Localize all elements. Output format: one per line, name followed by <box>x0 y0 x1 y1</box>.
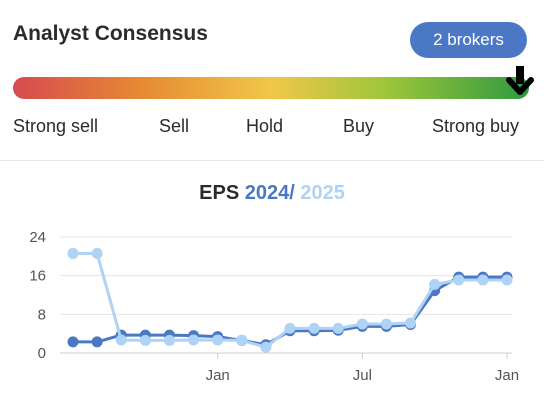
section-divider <box>0 160 544 161</box>
data-point-2025 <box>308 322 320 334</box>
y-tick-label: 8 <box>38 306 46 323</box>
scale-label-strong-sell: Strong sell <box>13 116 99 136</box>
data-point-2025 <box>332 322 344 334</box>
eps-line-chart: 0 8 16 24 Jan Jul Jan <box>29 229 519 384</box>
data-point-2025 <box>380 318 392 330</box>
data-point-2025 <box>260 341 272 353</box>
y-tick-label: 24 <box>29 229 46 246</box>
data-point-2025 <box>188 334 200 346</box>
scale-label-sell: Sell <box>159 116 190 136</box>
title-separator: / <box>289 182 295 204</box>
data-point-2025 <box>163 334 175 346</box>
data-point-2025 <box>91 247 103 259</box>
eps-label: EPS <box>199 182 240 204</box>
x-tick-label: Jul <box>353 367 372 384</box>
data-point-2025 <box>453 274 465 286</box>
year-2024-toggle[interactable]: 2024 <box>244 182 290 204</box>
y-tick-label: 0 <box>38 345 46 362</box>
eps-chart-title: EPS 2024/ 2025 <box>0 182 544 205</box>
x-tick-label: Jan <box>206 367 230 384</box>
data-point-2025 <box>501 274 513 286</box>
analyst-consensus-card: Analyst Consensus 2 brokers Strong sell … <box>0 0 544 160</box>
arrow-down-icon <box>506 66 534 95</box>
data-point-2025 <box>356 318 368 330</box>
consensus-title: Analyst Consensus <box>13 22 208 45</box>
data-point-2025 <box>429 278 441 290</box>
data-point-2024 <box>67 336 79 348</box>
scale-label-strong-buy: Strong buy <box>432 116 520 136</box>
data-point-2025 <box>405 317 417 329</box>
brokers-badge-button[interactable]: 2 brokers <box>410 22 527 58</box>
data-point-2025 <box>236 334 248 346</box>
x-tick-label: Jan <box>495 367 519 384</box>
y-tick-label: 16 <box>29 268 46 285</box>
data-point-2024 <box>91 336 103 348</box>
data-point-2025 <box>67 247 79 259</box>
data-point-2025 <box>139 334 151 346</box>
scale-label-buy: Buy <box>343 116 375 136</box>
consensus-gradient-bar <box>13 77 529 99</box>
year-2025-toggle[interactable]: 2025 <box>300 182 345 204</box>
data-point-2025 <box>477 274 489 286</box>
data-point-2025 <box>284 322 296 334</box>
data-point-2025 <box>115 334 127 346</box>
data-point-2025 <box>212 334 224 346</box>
scale-label-hold: Hold <box>246 116 284 136</box>
